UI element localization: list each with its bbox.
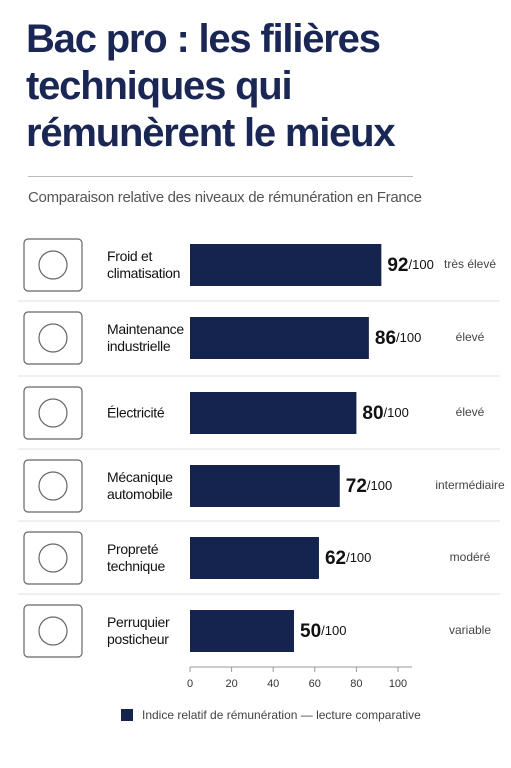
legend-swatch xyxy=(121,709,133,721)
value-label: 72/100 xyxy=(346,476,392,497)
category-label: Électricité xyxy=(107,404,165,421)
value-label: 92/100 xyxy=(387,255,433,276)
icon xyxy=(38,323,68,353)
x-tick-label: 60 xyxy=(309,678,321,690)
category-label: Mécanique automobile xyxy=(107,469,173,502)
value-suffix: /100 xyxy=(396,330,421,345)
x-tick-label: 20 xyxy=(225,678,237,690)
level-label: élevé xyxy=(456,405,485,419)
value-number: 80 xyxy=(362,403,383,424)
x-tick-label: 40 xyxy=(267,678,279,690)
icon xyxy=(38,471,68,501)
value-number: 50 xyxy=(300,621,321,642)
legend-label: Indice relatif de rémunération — lecture… xyxy=(142,708,421,722)
icon xyxy=(23,531,83,585)
icon xyxy=(38,398,68,428)
value-number: 92 xyxy=(387,255,408,276)
value-number: 62 xyxy=(325,548,346,569)
bar xyxy=(190,317,369,359)
value-suffix: /100 xyxy=(384,405,409,420)
category-label: Perruquier posticheur xyxy=(107,614,170,647)
icon xyxy=(38,250,68,280)
bar xyxy=(190,537,319,579)
value-label: 62/100 xyxy=(325,548,371,569)
chart-subtitle: Comparaison relative des niveaux de rému… xyxy=(28,189,422,206)
level-label: variable xyxy=(449,623,491,637)
x-tick-label: 80 xyxy=(350,678,362,690)
bar xyxy=(190,610,294,652)
bar xyxy=(190,465,340,507)
icon xyxy=(38,616,68,646)
bar xyxy=(190,392,357,434)
category-label: Froid et climatisation xyxy=(107,248,181,281)
level-label: modéré xyxy=(450,550,491,564)
chart-title: Bac pro : les filières techniques qui ré… xyxy=(26,17,396,155)
category-label: Maintenance industrielle xyxy=(107,321,184,354)
value-number: 86 xyxy=(375,328,396,349)
icon xyxy=(23,386,83,440)
value-number: 72 xyxy=(346,476,367,497)
icon xyxy=(23,604,83,658)
value-suffix: /100 xyxy=(321,623,346,638)
divider xyxy=(28,176,413,177)
level-label: très élevé xyxy=(444,257,496,271)
x-tick-label: 100 xyxy=(389,678,407,690)
icon xyxy=(23,238,83,292)
x-tick-label: 0 xyxy=(187,678,193,690)
value-suffix: /100 xyxy=(409,257,434,272)
icon xyxy=(38,543,68,573)
value-suffix: /100 xyxy=(346,550,371,565)
value-label: 86/100 xyxy=(375,328,421,349)
level-label: élevé xyxy=(456,330,485,344)
value-label: 80/100 xyxy=(362,403,408,424)
icon xyxy=(23,311,83,365)
value-suffix: /100 xyxy=(367,478,392,493)
level-label: intermédiaire xyxy=(435,478,505,492)
icon xyxy=(23,459,83,513)
bar xyxy=(190,244,382,286)
value-label: 50/100 xyxy=(300,621,346,642)
category-label: Propreté technique xyxy=(107,541,166,574)
